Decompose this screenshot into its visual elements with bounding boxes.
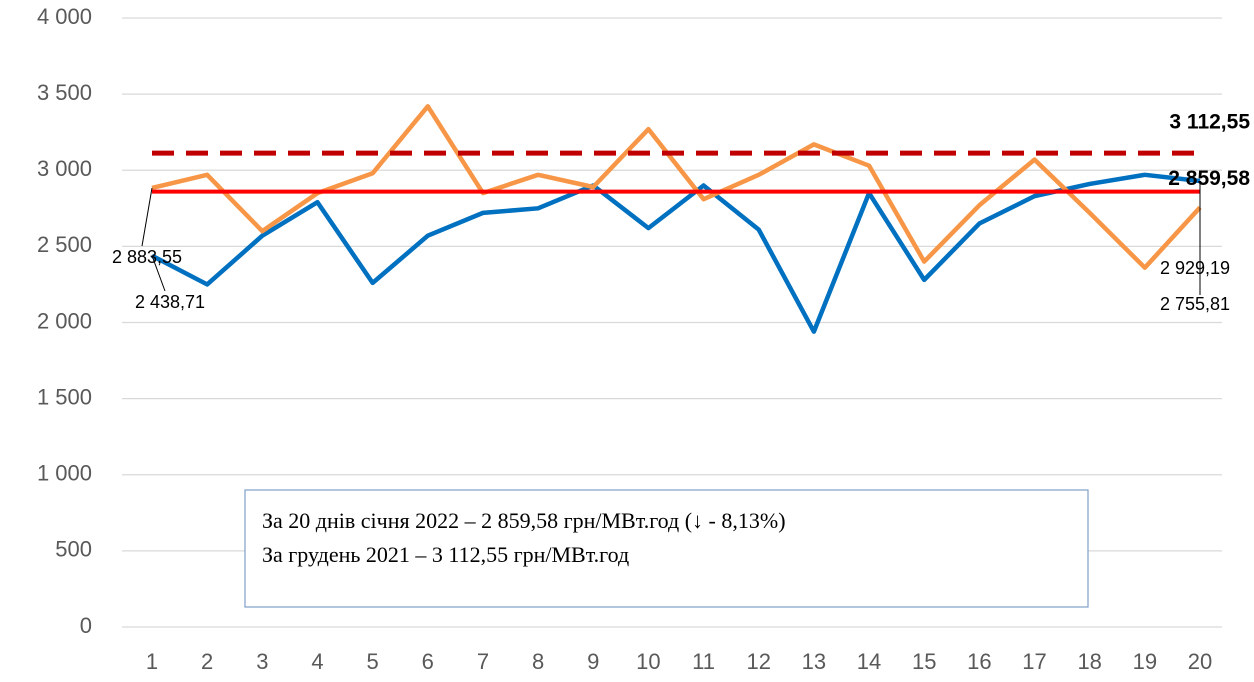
y-tick-label: 0 [80, 613, 92, 638]
annotation-box [244, 489, 1089, 608]
x-tick-label: 2 [201, 649, 213, 674]
x-tick-label: 4 [311, 649, 323, 674]
x-tick-label: 14 [857, 649, 881, 674]
y-tick-label: 4 000 [37, 4, 92, 29]
x-tick-label: 6 [422, 649, 434, 674]
reference-label: 2 859,58 [1168, 167, 1250, 190]
x-tick-label: 12 [746, 649, 770, 674]
x-tick-label: 17 [1022, 649, 1046, 674]
x-tick-label: 3 [256, 649, 268, 674]
data-label: 2 929,19 [1160, 258, 1230, 278]
reference-label: 3 112,55 [1169, 111, 1250, 134]
series-line [151, 104, 1202, 270]
x-tick-label: 18 [1077, 649, 1101, 674]
x-tick-label: 8 [532, 649, 544, 674]
annotation-line: За грудень 2021 – 3 112,55 грн/МВт.год [262, 542, 629, 567]
leader-line [141, 187, 153, 247]
y-tick-label: 1 500 [37, 384, 92, 409]
x-tick-label: 13 [802, 649, 826, 674]
x-tick-label: 7 [477, 649, 489, 674]
x-tick-label: 19 [1133, 649, 1157, 674]
y-tick-label: 2 000 [37, 308, 92, 333]
x-tick-label: 15 [912, 649, 936, 674]
x-tick-label: 10 [636, 649, 660, 674]
data-label: 2 883,55 [112, 247, 182, 267]
y-tick-label: 500 [55, 537, 92, 562]
data-label: 2 438,71 [135, 292, 205, 312]
x-tick-label: 11 [692, 649, 715, 674]
series-line [150, 172, 1201, 334]
x-tick-label: 20 [1188, 649, 1212, 674]
x-tick-label: 9 [587, 649, 599, 674]
y-tick-label: 3 500 [37, 80, 92, 105]
x-tick-label: 1 [146, 649, 158, 674]
y-tick-label: 2 500 [37, 232, 92, 257]
y-tick-label: 1 000 [37, 461, 92, 486]
x-tick-label: 5 [367, 649, 379, 674]
annotation-line: За 20 днів січня 2022 – 2 859,58 грн/МВт… [262, 508, 786, 533]
data-label: 2 755,81 [1160, 294, 1230, 314]
x-tick-label: 16 [967, 649, 991, 674]
y-tick-label: 3 000 [37, 156, 92, 181]
leader-line [151, 255, 166, 292]
